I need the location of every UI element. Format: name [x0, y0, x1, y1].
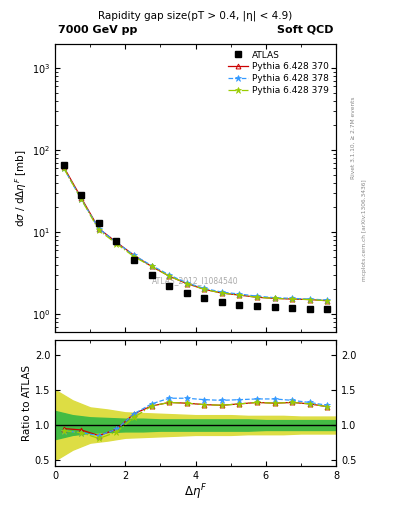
ATLAS [237, 302, 242, 308]
Pythia 6.428 378 [167, 272, 171, 278]
Text: Soft QCD: Soft QCD [277, 25, 333, 35]
Pythia 6.428 370 [184, 281, 189, 287]
Pythia 6.428 379 [114, 241, 119, 247]
ATLAS [307, 306, 312, 312]
Pythia 6.428 370 [290, 296, 294, 302]
Pythia 6.428 370 [61, 164, 66, 170]
Text: mcplots.cern.ch [arXiv:1306.3436]: mcplots.cern.ch [arXiv:1306.3436] [362, 180, 367, 281]
Pythia 6.428 378 [307, 296, 312, 302]
Pythia 6.428 370 [79, 195, 84, 201]
ATLAS [61, 162, 66, 168]
Title: Rapidity gap size(pT > 0.4, |η| < 4.9): Rapidity gap size(pT > 0.4, |η| < 4.9) [98, 11, 293, 21]
Pythia 6.428 379 [149, 263, 154, 269]
X-axis label: $\Delta\eta^F$: $\Delta\eta^F$ [184, 482, 207, 502]
Pythia 6.428 379 [61, 165, 66, 172]
Pythia 6.428 378 [272, 294, 277, 301]
ATLAS [202, 295, 207, 302]
ATLAS [255, 303, 259, 309]
Pythia 6.428 379 [307, 296, 312, 303]
ATLAS [220, 299, 224, 305]
ATLAS [97, 220, 101, 226]
Pythia 6.428 370 [255, 294, 259, 301]
Pythia 6.428 379 [237, 292, 242, 298]
ATLAS [325, 306, 330, 312]
Line: Pythia 6.428 379: Pythia 6.428 379 [61, 165, 331, 304]
Pythia 6.428 378 [61, 165, 66, 172]
ATLAS [167, 283, 171, 289]
Pythia 6.428 370 [237, 292, 242, 298]
Y-axis label: d$\sigma$ / d$\Delta\eta^F$ [mb]: d$\sigma$ / d$\Delta\eta^F$ [mb] [13, 149, 29, 227]
Pythia 6.428 379 [220, 290, 224, 296]
Y-axis label: Ratio to ATLAS: Ratio to ATLAS [22, 365, 32, 441]
Pythia 6.428 370 [149, 263, 154, 269]
Pythia 6.428 379 [290, 296, 294, 302]
Pythia 6.428 379 [79, 197, 84, 203]
ATLAS [132, 258, 136, 264]
ATLAS [79, 193, 84, 199]
Pythia 6.428 378 [255, 293, 259, 299]
Pythia 6.428 378 [290, 295, 294, 302]
Pythia 6.428 370 [97, 226, 101, 232]
Pythia 6.428 378 [132, 252, 136, 259]
Pythia 6.428 370 [307, 296, 312, 303]
Pythia 6.428 379 [97, 227, 101, 233]
Pythia 6.428 378 [114, 239, 119, 245]
ATLAS [272, 305, 277, 311]
Pythia 6.428 379 [255, 294, 259, 301]
Pythia 6.428 378 [220, 289, 224, 295]
Pythia 6.428 378 [79, 197, 84, 203]
Pythia 6.428 379 [167, 273, 171, 279]
Pythia 6.428 379 [132, 253, 136, 260]
Pythia 6.428 379 [202, 286, 207, 292]
Text: 7000 GeV pp: 7000 GeV pp [58, 25, 137, 35]
Legend: ATLAS, Pythia 6.428 370, Pythia 6.428 378, Pythia 6.428 379: ATLAS, Pythia 6.428 370, Pythia 6.428 37… [226, 48, 332, 98]
Pythia 6.428 378 [325, 297, 330, 303]
ATLAS [290, 305, 294, 311]
ATLAS [184, 290, 189, 296]
ATLAS [114, 238, 119, 244]
Pythia 6.428 379 [272, 295, 277, 302]
Text: Rivet 3.1.10, ≥ 2.7M events: Rivet 3.1.10, ≥ 2.7M events [351, 97, 356, 180]
Pythia 6.428 379 [325, 297, 330, 304]
Pythia 6.428 378 [184, 280, 189, 286]
Pythia 6.428 378 [97, 226, 101, 232]
ATLAS [149, 272, 154, 278]
Text: ATLAS_2012_I1084540: ATLAS_2012_I1084540 [152, 275, 239, 285]
Pythia 6.428 370 [202, 286, 207, 292]
Line: ATLAS: ATLAS [61, 162, 331, 312]
Pythia 6.428 370 [132, 252, 136, 259]
Pythia 6.428 378 [237, 291, 242, 297]
Pythia 6.428 378 [149, 263, 154, 269]
Line: Pythia 6.428 378: Pythia 6.428 378 [61, 165, 331, 304]
Pythia 6.428 379 [184, 281, 189, 287]
Pythia 6.428 370 [220, 290, 224, 296]
Line: Pythia 6.428 370: Pythia 6.428 370 [61, 165, 330, 303]
Pythia 6.428 378 [202, 285, 207, 291]
Pythia 6.428 370 [167, 273, 171, 279]
Pythia 6.428 370 [325, 297, 330, 304]
Pythia 6.428 370 [114, 239, 119, 245]
Pythia 6.428 370 [272, 295, 277, 302]
